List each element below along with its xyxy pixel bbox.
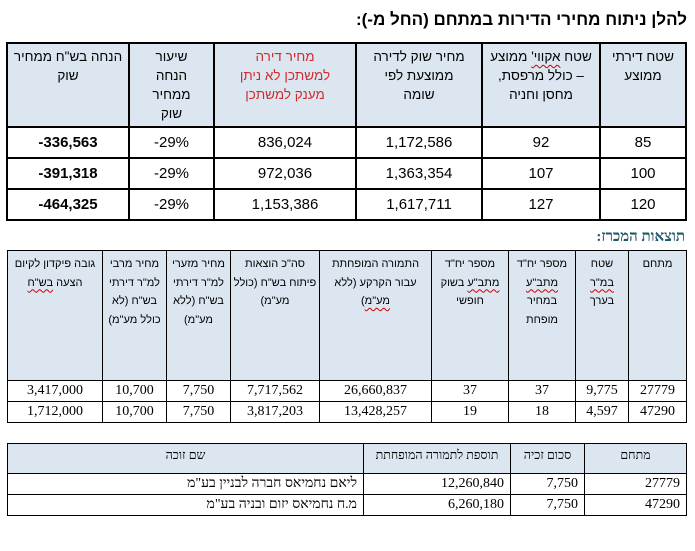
table-cell: 1,363,354 <box>355 157 483 190</box>
th-win-amount: סכום זכיה <box>510 443 585 474</box>
winner-name-cell: ליאם נחמיאס חברה לבניין בע"מ <box>7 473 364 495</box>
table-cell: 107 <box>481 157 601 190</box>
table-cell: -391,318 <box>6 157 130 190</box>
table-cell: 26,660,837 <box>319 380 432 402</box>
table-cell: 19 <box>431 401 509 423</box>
table-cell: 12,260,840 <box>363 473 511 495</box>
table-cell: 1,617,711 <box>355 188 483 221</box>
table-cell: 7,750 <box>166 401 231 423</box>
winners-table: מתחם סכום זכיה תוספת לתמורה המופחתת שם ז… <box>7 443 687 516</box>
th-mishtaken-price: מחיר דירה למשתכן לא ניתן מענק למשתכן <box>213 42 357 128</box>
table-cell: 1,153,386 <box>213 188 357 221</box>
table-cell: 7,750 <box>510 473 585 495</box>
table-cell: 1,172,586 <box>355 126 483 159</box>
table-cell: 836,024 <box>213 126 357 159</box>
th-winner-name: שם זוכה <box>7 443 364 474</box>
table-cell: 6,260,180 <box>363 494 511 516</box>
table-row: 100 107 1,363,354 972,036 -29% -391,318 <box>6 157 687 190</box>
th-discount-amount: הנחה בש"ח ממחיר שוק <box>6 42 130 128</box>
table-cell: 972,036 <box>213 157 357 190</box>
th-market-price: מחיר שוק לדירה ממוצעת לפי שומה <box>355 42 483 128</box>
table-cell: 27779 <box>584 473 687 495</box>
th-min-price-sqm: מחיר מזערי למ"ר דירתי בש"ח (ללא מע"מ) <box>166 250 231 381</box>
table-cell: 9,775 <box>575 380 629 402</box>
document-page: להלן ניתוח מחירי הדירות במתחם (החל מ-): … <box>6 10 687 516</box>
misspelled-word: מע"מ <box>364 295 390 307</box>
misspelled-word: במ"ר <box>590 276 614 289</box>
misspelled-word: בש"ח <box>27 276 54 289</box>
table-header-row: מתחם סכום זכיה תוספת לתמורה המופחתת שם ז… <box>7 443 687 474</box>
table-row: 120 127 1,617,711 1,153,386 -29% -464,32… <box>6 188 687 221</box>
th-deposit: גובה פיקדון לקיום הצעה בש"ח <box>7 250 103 381</box>
table-cell: -29% <box>128 188 215 221</box>
table-cell: 18 <box>508 401 576 423</box>
table-cell: 47290 <box>584 494 687 516</box>
table-cell: 3,417,000 <box>7 380 103 402</box>
table-cell: 85 <box>599 126 687 159</box>
th-development-costs: סה"כ הוצאות פיתוח בש"ח (כולל מע"מ) <box>230 250 320 381</box>
table-header-row: מתחם שטח במ"ר בערך מספר יח"ד מתב"ע במחיר… <box>7 250 687 381</box>
table-row: 27779 7,750 12,260,840 ליאם נחמיאס חברה … <box>7 473 687 495</box>
th-max-price-sqm: מחיר מרבי למ"ר דירתי בש"ח (לא כולל מע"מ) <box>102 250 167 381</box>
apartment-price-table: שטח דירתי ממוצע שטח אקווי' ממוצע – כולל … <box>6 42 687 221</box>
table-cell: 47290 <box>628 401 687 423</box>
table-row: 47290 4,597 18 19 13,428,257 3,817,203 7… <box>7 401 687 423</box>
th-complex: מתחם <box>584 443 687 474</box>
table-cell: -464,325 <box>6 188 130 221</box>
th-complex: מתחם <box>628 250 687 381</box>
table-cell: 37 <box>508 380 576 402</box>
table-cell: 100 <box>599 157 687 190</box>
table-cell: 7,750 <box>166 380 231 402</box>
table-cell: -29% <box>128 157 215 190</box>
th-avg-apartment-area: שטח דירתי ממוצע <box>599 42 687 128</box>
table-cell: 4,597 <box>575 401 629 423</box>
winner-name-cell: מ.ח נחמיאס יזום ובניה בע"מ <box>7 494 364 516</box>
table-cell: 120 <box>599 188 687 221</box>
table-row: 27779 9,775 37 37 26,660,837 7,717,562 7… <box>7 380 687 402</box>
table-cell: -29% <box>128 126 215 159</box>
table-header-row: שטח דירתי ממוצע שטח אקווי' ממוצע – כולל … <box>6 42 687 128</box>
table-cell: -336,563 <box>6 126 130 159</box>
table-cell: 13,428,257 <box>319 401 432 423</box>
table-cell: 27779 <box>628 380 687 402</box>
misspelled-word: מתב"ע <box>525 276 559 289</box>
table-row: 47290 7,750 6,260,180 מ.ח נחמיאס יזום וב… <box>7 494 687 516</box>
table-cell: 37 <box>431 380 509 402</box>
tender-results-table: מתחם שטח במ"ר בערך מספר יח"ד מתב"ע במחיר… <box>7 250 687 423</box>
th-discount-rate: שיעור הנחה ממחיר שוק <box>128 42 215 128</box>
table-cell: 127 <box>481 188 601 221</box>
table-cell: 1,712,000 <box>7 401 103 423</box>
document-title: להלן ניתוח מחירי הדירות במתחם (החל מ-): <box>355 10 687 29</box>
th-units-free-market: מספר יח"ד מתב"ע בשוק חופשי <box>431 250 509 381</box>
misspelled-word: מתב"ע <box>467 276 500 289</box>
table-row: 85 92 1,172,586 836,024 -29% -336,563 <box>6 126 687 159</box>
table-cell: 92 <box>481 126 601 159</box>
misspelled-word: אקווי' <box>531 49 561 64</box>
th-units-reduced-price: מספר יח"ד מתב"ע במחיר מופחת <box>508 250 576 381</box>
table-cell: 7,717,562 <box>230 380 320 402</box>
table-cell: 10,700 <box>102 380 167 402</box>
table-cell: 7,750 <box>510 494 585 516</box>
table-cell: 3,817,203 <box>230 401 320 423</box>
th-land-consideration: התמורה המופחתת עבור הקרקע (ללא מע"מ) <box>319 250 432 381</box>
table-cell: 10,700 <box>102 401 167 423</box>
th-equivalent-area: שטח אקווי' ממוצע – כולל מרפסת, מחסן וחני… <box>481 42 601 128</box>
th-area-sqm: שטח במ"ר בערך <box>575 250 629 381</box>
section-title-tender-results: תוצאות המכרז: <box>596 229 685 245</box>
th-addition-to-consideration: תוספת לתמורה המופחתת <box>363 443 511 474</box>
